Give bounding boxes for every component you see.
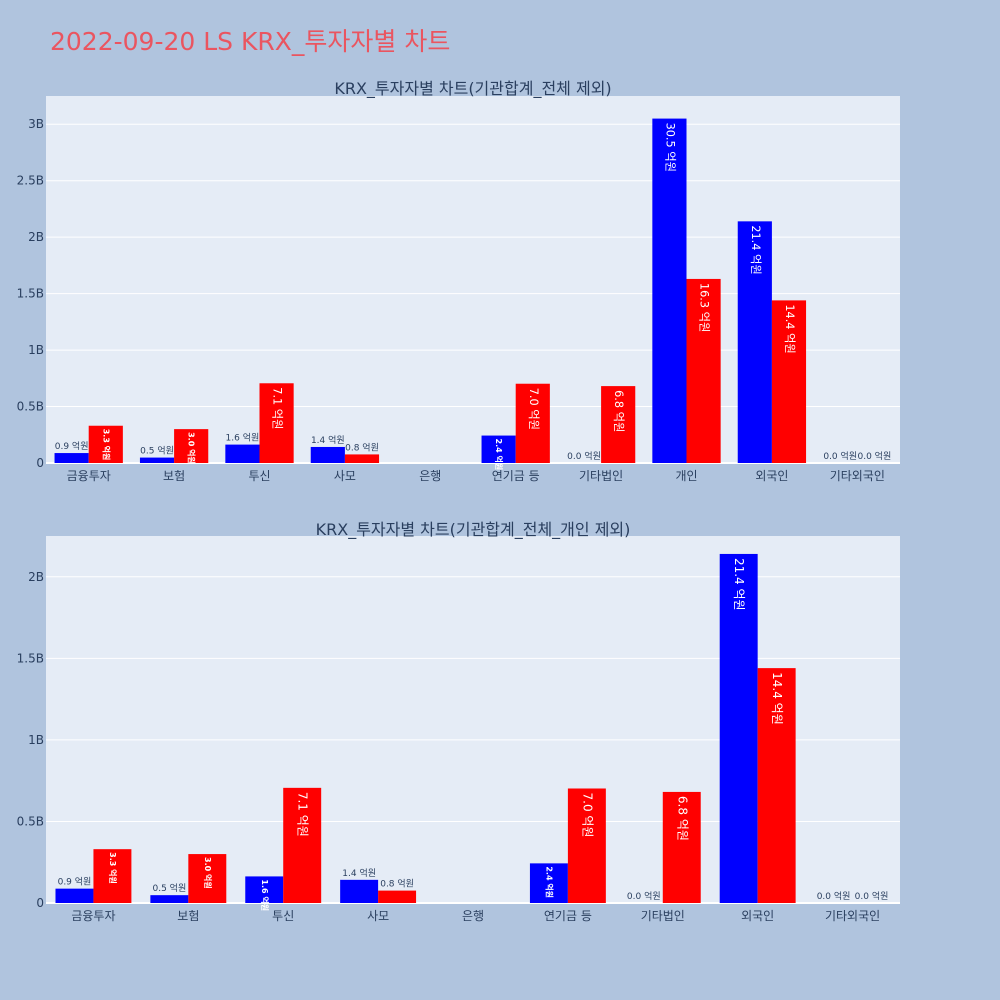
bar-label: 16.3 억원 — [698, 283, 712, 332]
x-tick-label: 금융투자 — [71, 909, 115, 923]
bar-sell — [515, 383, 550, 463]
bar-label: 2.4 억원 — [544, 866, 554, 898]
x-tick-label: 기타외국인 — [825, 909, 880, 923]
x-tick-label: 개인 — [675, 469, 697, 483]
bar-sell — [88, 425, 123, 463]
y-tick-label: 0.5B — [17, 814, 44, 828]
bar-label: 1.6 억원 — [226, 432, 260, 444]
x-tick-label: 금융투자 — [67, 469, 111, 483]
bar-buy — [55, 888, 94, 903]
bar-sell — [188, 854, 227, 903]
y-tick-label: 0 — [36, 896, 44, 910]
bar-label: 6.8 억원 — [675, 796, 689, 841]
y-tick-label: 0 — [36, 456, 44, 470]
bar-label: 0.0 억원 — [567, 450, 601, 462]
bar-label: 0.0 억원 — [627, 890, 661, 902]
page-title: 2022-09-20 LS KRX_투자자별 차트 — [50, 27, 451, 56]
bar-sell — [686, 278, 721, 463]
bar-label: 1.4 억원 — [342, 867, 376, 879]
bar-sell — [567, 788, 606, 903]
bar-label: 14.4 억원 — [770, 672, 784, 725]
bar-sell — [757, 668, 796, 903]
bar-label: 7.0 억원 — [580, 792, 594, 837]
bar-sell — [174, 429, 209, 463]
bar-label: 0.9 억원 — [58, 876, 92, 888]
bar-buy — [310, 446, 345, 463]
bar-label: 0.9 억원 — [55, 440, 89, 452]
bar-label: 3.3 억원 — [101, 429, 111, 461]
x-tick-label: 사모 — [367, 909, 389, 923]
bar-sell — [344, 454, 380, 463]
x-tick-label: 보험 — [177, 909, 199, 923]
bar-buy — [139, 457, 175, 463]
bar-label: 0.0 억원 — [817, 890, 851, 902]
bar-buy — [225, 444, 260, 463]
bar-sell — [283, 787, 322, 903]
x-tick-label: 연기금 등 — [492, 469, 540, 483]
bar-label: 1.4 억원 — [311, 434, 345, 446]
bar-sell — [259, 383, 294, 463]
bar-label: 7.0 억원 — [527, 388, 541, 430]
bar-label: 0.5 억원 — [152, 882, 186, 894]
y-tick-label: 2B — [28, 230, 44, 244]
bar-buy — [481, 435, 516, 463]
bar-label: 3.0 억원 — [187, 432, 197, 464]
y-tick-label: 0.5B — [17, 400, 44, 414]
y-tick-label: 1B — [28, 733, 44, 747]
bar-label: 6.8 억원 — [612, 390, 626, 432]
bar-buy — [340, 879, 379, 903]
bar-label: 30.5 억원 — [663, 123, 677, 172]
bar-sell — [601, 386, 636, 463]
bar-label: 21.4 억원 — [732, 558, 746, 611]
y-tick-label: 3B — [28, 117, 44, 131]
bar-sell — [662, 791, 701, 903]
x-tick-label: 기타법인 — [579, 469, 623, 483]
bar-label: 1.6 억원 — [260, 879, 270, 911]
bar-label: 0.8 억원 — [345, 441, 379, 453]
bar-label: 14.4 억원 — [783, 304, 797, 353]
x-tick-label: 투신 — [272, 909, 294, 923]
bar-label: 2.4 억원 — [494, 439, 504, 471]
bar-label: 7.1 억원 — [271, 387, 285, 429]
x-tick-label: 사모 — [334, 469, 356, 483]
bar-label: 0.5 억원 — [140, 445, 174, 457]
x-tick-label: 기타외국인 — [830, 469, 885, 483]
bar-label: 21.4 억원 — [749, 225, 763, 274]
y-tick-label: 2.5B — [17, 174, 44, 188]
bar-label: 0.8 억원 — [380, 878, 414, 890]
y-tick-label: 1B — [28, 343, 44, 357]
x-tick-label: 투신 — [248, 469, 270, 483]
bar-label: 3.3 억원 — [108, 852, 118, 884]
chart-title: KRX_투자자별 차트(기관합계_전체_개인 제외) — [316, 520, 631, 540]
x-tick-label: 은행 — [419, 468, 441, 483]
bar-label: 0.0 억원 — [855, 890, 889, 902]
x-tick-label: 외국인 — [755, 469, 788, 483]
bar-sell — [93, 849, 132, 903]
y-tick-label: 1.5B — [17, 651, 44, 665]
y-tick-label: 2B — [28, 570, 44, 584]
chart-title: KRX_투자자별 차트(기관합계_전체 제외) — [334, 79, 611, 99]
bar-label: 0.0 억원 — [858, 450, 892, 462]
bar-buy — [719, 553, 758, 903]
bar-buy — [150, 895, 189, 903]
bar-sell — [378, 890, 417, 903]
bar-buy — [54, 453, 89, 463]
x-tick-label: 보험 — [163, 469, 185, 483]
x-tick-label: 외국인 — [741, 909, 774, 923]
bar-buy — [529, 863, 568, 903]
chart-top: KRX_투자자별 차트(기관합계_전체 제외) 0 0.5B 1B 1.5B 2B 2.5B… — [17, 79, 900, 483]
x-tick-label: 은행 — [462, 908, 484, 923]
bar-buy — [652, 118, 687, 464]
bar-buy — [737, 221, 772, 463]
bar-buy — [245, 876, 284, 903]
bar-sell — [771, 300, 807, 463]
chart-bottom: KRX_투자자별 차트(기관합계_전체_개인 제외) 0 0.5B 1B 1.5B 2B 금… — [17, 520, 900, 923]
bar-label: 7.1 억원 — [296, 792, 310, 837]
bar-label: 0.0 억원 — [823, 450, 857, 462]
bar-label: 3.0 억원 — [203, 857, 213, 889]
x-tick-label: 연기금 등 — [544, 909, 592, 923]
x-tick-label: 기타법인 — [641, 909, 685, 923]
y-tick-label: 1.5B — [17, 287, 44, 301]
